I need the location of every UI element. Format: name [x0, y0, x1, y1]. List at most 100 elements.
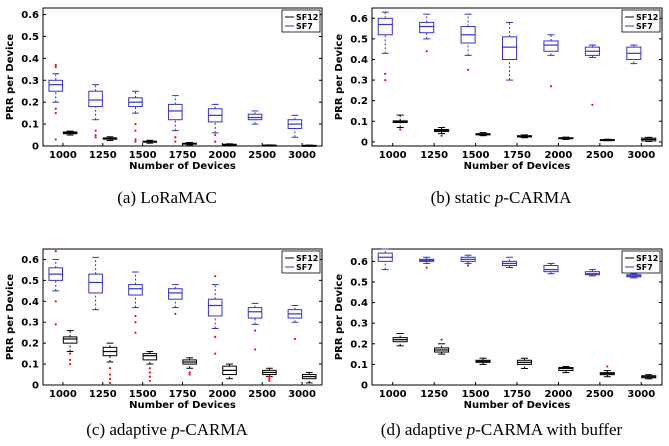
- legend-label: SF12: [296, 254, 318, 263]
- plot-frame: [371, 7, 663, 147]
- y-tick-label: 0.1: [350, 117, 368, 128]
- box-sf12-1500: [142, 351, 158, 382]
- y-tick-label: 0.5: [21, 276, 39, 287]
- outlier-point: [425, 266, 428, 269]
- y-tick-label: 0: [361, 381, 368, 392]
- outlier-point: [134, 122, 137, 126]
- y-axis-label: PRR per Device: [334, 34, 345, 121]
- box-iqr: [62, 336, 78, 344]
- y-axis-label: PRR per Device: [5, 34, 16, 121]
- box-sf12-1500: [142, 139, 158, 144]
- chart-panel-c: 0 0.1 0.2 0.3 0.4 0.5 0.6 1000 1250 1500 1750 2000 2…: [5, 248, 323, 411]
- box-sf7-2000: [543, 34, 559, 88]
- outlier-point: [214, 140, 217, 143]
- x-tick-label: 3000: [627, 389, 655, 400]
- box-sf12-1000: [392, 332, 408, 347]
- box-sf12-2000: [558, 136, 574, 140]
- box-iqr: [88, 273, 103, 294]
- box-sf7-1000: [377, 248, 393, 271]
- box-sf12-1000: [392, 114, 408, 131]
- outlier-point: [54, 107, 57, 110]
- outlier-point: [606, 365, 609, 368]
- box-iqr: [247, 307, 263, 319]
- x-tick-label: 3000: [288, 389, 316, 400]
- y-tick-label: 0.2: [21, 98, 39, 109]
- outlier-point: [94, 133, 97, 137]
- box-iqr: [88, 90, 103, 108]
- y-tick-label: 0.6: [21, 10, 39, 21]
- outlier-point: [268, 375, 271, 378]
- x-tick-label: 1000: [49, 389, 77, 400]
- legend-label: SF7: [636, 22, 653, 31]
- outlier-point: [134, 321, 137, 324]
- y-tick-label: 0.4: [350, 55, 368, 66]
- box-sf7-3000: [626, 273, 642, 279]
- x-tick-label: 1500: [129, 150, 157, 161]
- box-iqr: [168, 288, 183, 300]
- x-tick-label: 2500: [248, 150, 276, 161]
- box-sf7-1250: [88, 84, 103, 139]
- box-sf12-1000: [62, 130, 78, 136]
- x-tick-label: 1500: [462, 150, 490, 161]
- y-tick-label: 0.5: [350, 34, 368, 45]
- caption-c: (c) adaptive p-CARMA: [86, 420, 248, 439]
- y-tick-label: 0.1: [21, 360, 39, 371]
- box-sf12-2000: [558, 365, 574, 374]
- outlier-point: [384, 72, 387, 76]
- x-tick-label: 2000: [545, 150, 573, 161]
- outlier-point: [108, 373, 112, 376]
- legend-label: SF7: [296, 22, 313, 31]
- outlier-point: [54, 249, 57, 253]
- box-sf12-2500: [262, 367, 277, 382]
- box-sf7-1500: [128, 90, 143, 143]
- chart-panel-d: 0 0.1 0.2 0.3 0.4 0.5 0.6 1000 1250 1500 1750 2000 2…: [334, 248, 663, 411]
- outlier-point: [591, 103, 594, 106]
- box-sf7-2500: [584, 269, 600, 277]
- y-tick-label: 0.1: [350, 360, 368, 371]
- x-tick-label: 1000: [379, 150, 407, 161]
- outlier-point: [134, 331, 137, 334]
- outlier-point: [174, 136, 177, 139]
- y-tick-label: 0.2: [350, 339, 368, 350]
- series-sf12: [392, 332, 657, 380]
- outlier-point: [214, 275, 217, 278]
- outlier-point: [384, 78, 387, 82]
- box-sf12-1500: [475, 132, 491, 137]
- chart-panel-a: 0 0.1 0.2 0.3 0.4 0.5 0.6 1000 1250 1500 1750 2000 2…: [5, 7, 323, 172]
- outlier-point: [467, 264, 470, 267]
- outlier-point: [134, 314, 137, 318]
- x-tick-label: 1000: [379, 389, 407, 400]
- box-sf12-3000: [641, 136, 657, 142]
- y-tick-label: 0.5: [21, 32, 39, 43]
- box-sf12-1750: [516, 357, 533, 370]
- box-sf7-2500: [247, 302, 263, 351]
- box-sf12-1250: [102, 136, 118, 142]
- outlier-point: [253, 348, 257, 351]
- box-sf12-2500: [599, 138, 615, 142]
- outlier-point: [268, 377, 271, 380]
- box-sf12-3000: [641, 374, 657, 380]
- outlier-point: [134, 140, 137, 143]
- x-tick-label: 2000: [208, 389, 236, 400]
- outlier-point: [467, 68, 470, 71]
- outlier-point: [148, 371, 151, 374]
- outlier-point: [174, 312, 177, 315]
- y-tick-label: 0: [32, 381, 39, 392]
- legend-label: SF7: [636, 263, 653, 272]
- x-tick-label: 2500: [586, 389, 614, 400]
- box-sf12-1250: [102, 342, 118, 385]
- y-tick-label: 0.4: [21, 54, 39, 65]
- y-tick-label: 0.3: [350, 76, 368, 87]
- box-iqr: [377, 17, 393, 36]
- y-tick-label: 0: [32, 142, 39, 153]
- outlier-point: [268, 379, 271, 382]
- outlier-point: [94, 129, 97, 132]
- outlier-point: [69, 362, 72, 366]
- outlier-point: [253, 329, 257, 332]
- outlier-point: [108, 377, 112, 380]
- outlier-point: [54, 300, 57, 303]
- outlier-point: [399, 128, 402, 131]
